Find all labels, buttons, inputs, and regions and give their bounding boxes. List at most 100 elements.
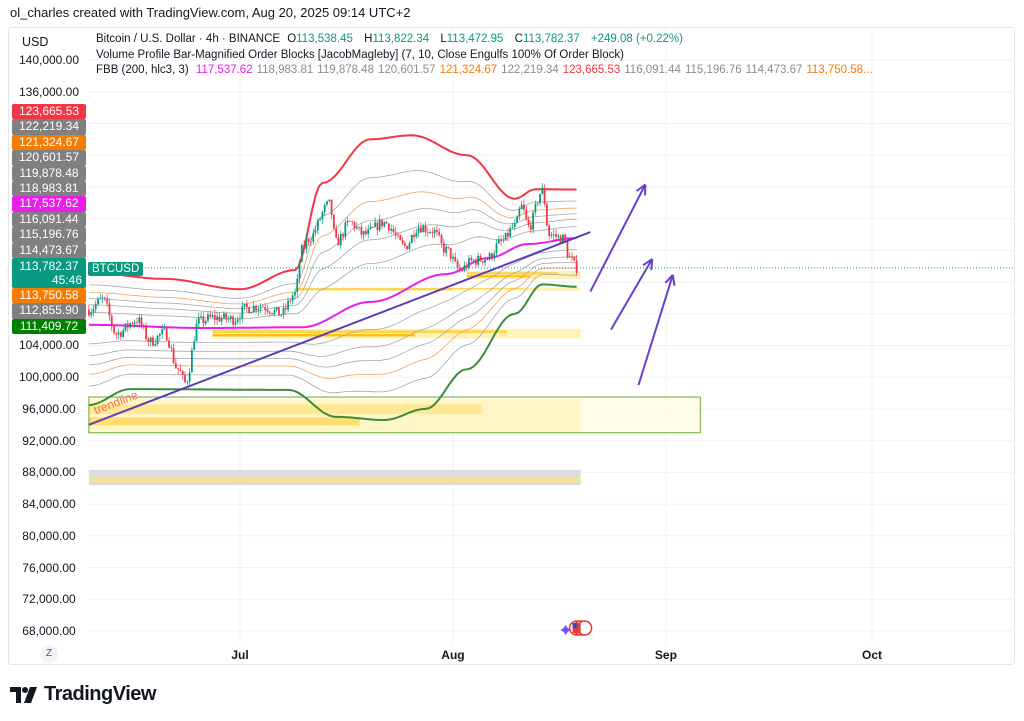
candle-body xyxy=(161,329,164,334)
candle-body xyxy=(520,204,523,210)
price-level-value: 113,782.37 xyxy=(19,258,79,273)
time-axis-label: Oct xyxy=(862,648,883,662)
arrow-drawing xyxy=(637,274,676,386)
currency-button[interactable]: USD xyxy=(22,35,49,49)
candle xyxy=(387,222,390,234)
fbb-basis xyxy=(88,237,577,329)
candle-body xyxy=(445,246,447,253)
candle xyxy=(223,311,225,320)
candle-body xyxy=(152,337,154,346)
candle xyxy=(408,241,411,251)
candle xyxy=(255,304,257,315)
candle xyxy=(195,318,198,342)
candle-body xyxy=(392,228,395,233)
price-level-value: 122,219.34 xyxy=(18,119,80,134)
candle xyxy=(216,311,218,325)
candle xyxy=(559,234,562,244)
candle-body xyxy=(145,325,148,339)
candle xyxy=(458,263,461,273)
candle-body xyxy=(502,240,505,242)
candle-body xyxy=(291,295,294,301)
candle xyxy=(193,336,196,351)
tradingview-logo[interactable]: TradingView xyxy=(10,683,156,706)
candle-body xyxy=(282,307,285,315)
legend-symbol-row: Bitcoin / U.S. Dollar · 4h · BINANCE O11… xyxy=(96,32,877,48)
candle-body xyxy=(559,235,562,244)
indicator-fbb-row[interactable]: FBB (200, hlc3, 3) 117,537.62 118,983.81 1… xyxy=(96,63,877,79)
fbb-upper-1 xyxy=(88,134,577,291)
candle-body xyxy=(394,232,397,236)
candle-body xyxy=(449,247,452,259)
candle xyxy=(365,226,367,237)
candle-body xyxy=(236,319,239,322)
candle-body xyxy=(193,341,196,350)
candle-body xyxy=(280,314,283,316)
price-axis-label: 136,000.00 xyxy=(18,84,80,99)
indicator-vp-row[interactable]: Volume Profile Bar-Magnified Order Block… xyxy=(96,48,624,61)
candle-body xyxy=(552,234,555,235)
candle xyxy=(534,200,537,216)
candle xyxy=(133,319,136,328)
candle-body xyxy=(278,307,280,316)
candle-body xyxy=(209,314,212,317)
candle-body xyxy=(158,333,161,336)
candle-body xyxy=(129,323,131,328)
fbb-value: 117,537.62 xyxy=(195,64,253,76)
fbb-value: 120,601.57 xyxy=(378,64,436,76)
candle-body xyxy=(413,234,415,238)
candle-body xyxy=(497,239,500,244)
symbol-title[interactable]: Bitcoin / U.S. Dollar · 4h · BINANCE xyxy=(96,33,281,45)
fbb-lower-0.764 xyxy=(88,274,577,394)
price-axis-label: 100,000.00 xyxy=(18,370,80,385)
candle xyxy=(401,236,404,246)
candle-body xyxy=(458,268,461,270)
candle xyxy=(145,322,148,341)
candle xyxy=(103,296,106,302)
chart-frame xyxy=(8,27,1015,665)
price-level-value: 116,091.44 xyxy=(19,211,79,226)
candle-body xyxy=(172,348,175,364)
candle-body xyxy=(555,234,557,237)
candle xyxy=(351,220,354,226)
candle xyxy=(399,234,402,241)
candle-body xyxy=(149,337,152,342)
candle-body xyxy=(381,219,383,227)
candle xyxy=(300,243,303,263)
close-label: C xyxy=(514,33,523,45)
candle-body xyxy=(406,245,409,250)
candle-body xyxy=(106,298,109,304)
price-level-value: 114,473.67 xyxy=(19,242,79,257)
candle xyxy=(335,224,338,239)
candle xyxy=(344,219,347,240)
candle xyxy=(474,257,477,269)
candle-body xyxy=(177,368,180,370)
candle-body xyxy=(307,238,310,242)
candle-body xyxy=(303,245,306,250)
candle-body xyxy=(507,232,509,237)
candle xyxy=(108,298,111,321)
candle xyxy=(543,184,546,207)
candle-body xyxy=(545,203,548,226)
order-block-volume xyxy=(88,478,581,482)
candle-body xyxy=(376,222,379,231)
candle-body xyxy=(312,232,315,242)
candle-body xyxy=(410,234,413,244)
candle-body xyxy=(305,238,308,250)
candle-body xyxy=(564,234,567,242)
price-level-value: 119,878.48 xyxy=(19,165,79,180)
candle-body xyxy=(197,317,200,324)
candle xyxy=(268,310,271,317)
high-value: 113,822.34 xyxy=(372,33,430,45)
candle xyxy=(88,304,90,317)
candle-body xyxy=(142,325,145,327)
reset-zoom-button[interactable]: Z xyxy=(40,645,58,663)
candle-body xyxy=(481,261,484,263)
candle-body xyxy=(186,381,189,383)
candle xyxy=(204,319,207,326)
candle xyxy=(403,240,406,249)
candle-body xyxy=(431,232,434,234)
order-block-volume xyxy=(466,272,558,275)
candle-body xyxy=(202,316,205,324)
candle-body xyxy=(442,243,445,253)
